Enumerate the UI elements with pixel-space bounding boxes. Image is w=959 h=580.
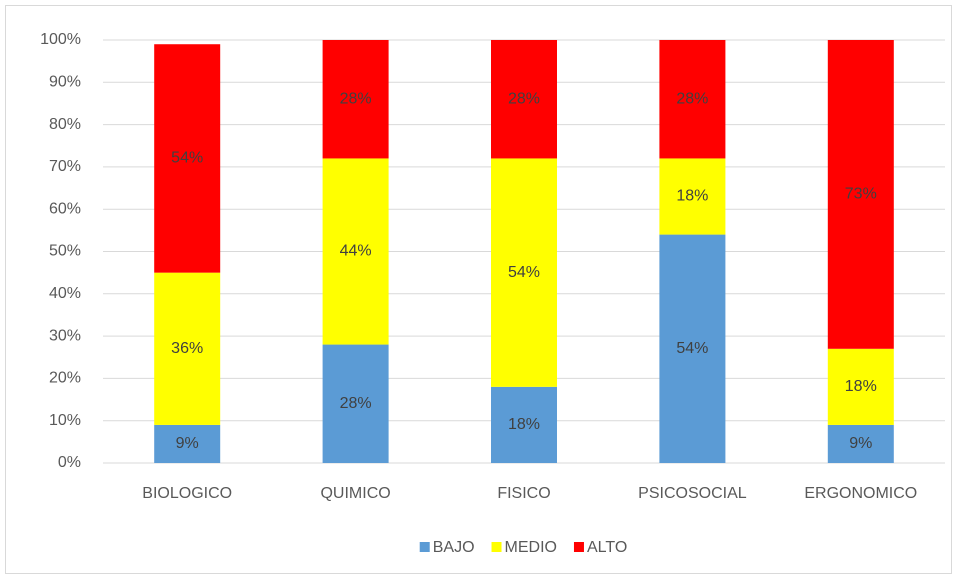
bar-segment — [322, 344, 389, 463]
data-label: 18% — [508, 416, 540, 433]
legend-label: ALTO — [587, 539, 627, 556]
data-label: 28% — [340, 395, 372, 412]
y-tick-label: 40% — [49, 285, 81, 302]
bar-segment — [154, 424, 221, 463]
bar-segment — [322, 40, 389, 159]
y-tick-label: 10% — [49, 412, 81, 429]
data-label: 18% — [845, 378, 877, 395]
bar-segment — [827, 424, 894, 463]
bar-segment — [827, 40, 894, 349]
bar-segment — [491, 386, 557, 463]
data-label: 54% — [171, 150, 203, 167]
bar-segment — [154, 44, 221, 273]
bar-segment — [154, 272, 221, 425]
legend-swatch — [419, 542, 430, 552]
data-label: 54% — [508, 264, 540, 281]
bar-segment — [322, 158, 389, 345]
data-label: 28% — [340, 90, 372, 107]
bar-segment — [659, 234, 726, 463]
y-tick-label: 50% — [49, 243, 81, 260]
data-label: 9% — [176, 435, 199, 452]
y-tick-label: 30% — [49, 327, 81, 344]
data-label: 36% — [171, 340, 203, 357]
legend-label: MEDIO — [505, 539, 557, 556]
y-tick-label: 70% — [49, 158, 81, 175]
x-tick-label: ERGONOMICO — [804, 485, 917, 502]
data-label: 44% — [340, 243, 372, 260]
x-tick-label: PSICOSOCIAL — [638, 485, 747, 502]
data-label: 18% — [676, 188, 708, 205]
x-tick-label: FISICO — [497, 485, 550, 502]
legend-swatch — [573, 542, 584, 552]
legend-swatch — [491, 542, 502, 552]
data-label: 9% — [849, 435, 872, 452]
data-label: 28% — [508, 90, 540, 107]
data-label: 73% — [845, 186, 877, 203]
y-tick-label: 80% — [49, 116, 81, 133]
bar-segment — [659, 158, 726, 235]
y-tick-label: 0% — [58, 454, 81, 471]
bar-segment — [491, 158, 557, 387]
y-tick-label: 100% — [40, 31, 81, 48]
bar-segment — [491, 40, 557, 159]
x-tick-label: QUIMICO — [320, 485, 390, 502]
data-label: 28% — [676, 90, 708, 107]
legend-label: BAJO — [433, 539, 475, 556]
bar-segment — [827, 348, 894, 425]
y-tick-label: 20% — [49, 370, 81, 387]
x-tick-label: BIOLOGICO — [142, 485, 232, 502]
y-tick-label: 60% — [49, 200, 81, 217]
bar-segment — [659, 40, 726, 159]
y-tick-label: 90% — [49, 74, 81, 91]
data-label: 54% — [676, 340, 708, 357]
